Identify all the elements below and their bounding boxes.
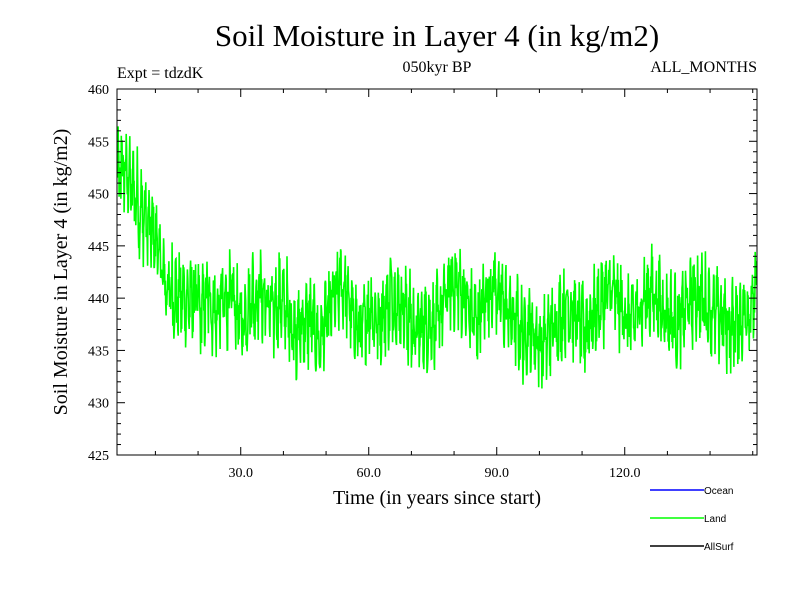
legend: Ocean Land AllSurf bbox=[650, 486, 734, 553]
plot-area bbox=[117, 126, 757, 389]
x-tick-label: 120.0 bbox=[609, 466, 641, 481]
y-axis-label: Soil Moisture in Layer 4 (in kg/m2) bbox=[50, 129, 72, 416]
x-tick-label: 90.0 bbox=[484, 466, 509, 481]
y-tick-label: 435 bbox=[88, 344, 109, 359]
y-tick-label: 440 bbox=[88, 292, 109, 307]
y-axis: 425 430 435 440 445 450 455 460 bbox=[88, 83, 757, 464]
chart-subtitle-right: ALL_MONTHS bbox=[650, 59, 757, 76]
y-tick-label: 455 bbox=[88, 135, 109, 150]
chart-subtitle-center: 050kyr BP bbox=[403, 59, 472, 76]
y-tick-label: 445 bbox=[88, 240, 109, 255]
x-tick-label: 60.0 bbox=[356, 466, 381, 481]
series-line-land bbox=[117, 126, 757, 389]
x-tick-label: 30.0 bbox=[228, 466, 253, 481]
legend-label-ocean: Ocean bbox=[704, 486, 733, 497]
x-axis: 30.0 60.0 90.0 120.0 bbox=[154, 89, 754, 481]
legend-label-land: Land bbox=[704, 514, 726, 525]
series-layer bbox=[117, 126, 757, 389]
y-tick-label: 460 bbox=[88, 83, 109, 98]
y-tick-label: 450 bbox=[88, 188, 109, 203]
plot-frame bbox=[116, 88, 758, 456]
y-tick-label: 425 bbox=[88, 449, 109, 464]
legend-label-allsurf: AllSurf bbox=[704, 542, 734, 553]
y-tick-label: 430 bbox=[88, 397, 109, 412]
x-axis-label: Time (in years since start) bbox=[333, 487, 541, 509]
chart-subtitle-left: Expt = tdzdK bbox=[117, 65, 204, 82]
chart-title: Soil Moisture in Layer 4 (in kg/m2) bbox=[215, 18, 659, 53]
